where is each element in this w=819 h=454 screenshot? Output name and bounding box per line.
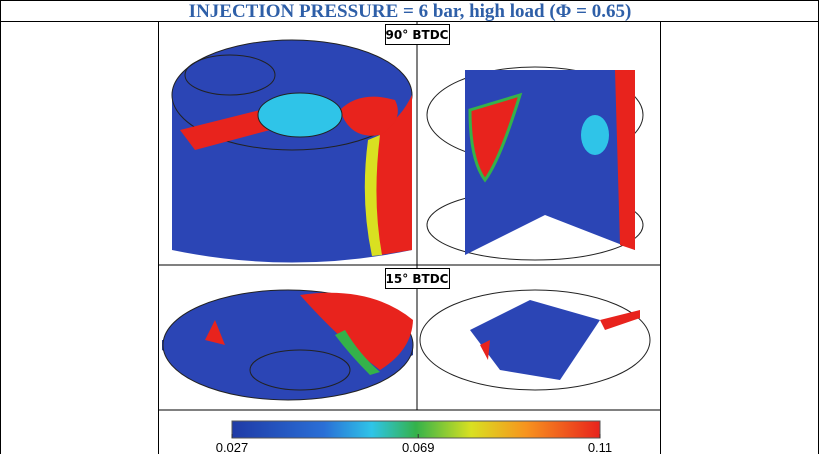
colorbar (232, 421, 600, 438)
page: INJECTION PRESSURE = 6 bar, high load (Φ… (0, 0, 819, 454)
title: INJECTION PRESSURE = 6 bar, high load (Φ… (189, 1, 632, 22)
simulation-image (162, 290, 413, 400)
colorbar-tick-label: 0.069 (402, 440, 435, 454)
panel-label: 90° BTDC (386, 28, 449, 42)
colorbar-tick-label: 0.027 (216, 440, 249, 454)
panel-label: 15° BTDC (386, 272, 449, 286)
colorbar-tick-label: 0.11 (588, 440, 612, 454)
simulation-image (172, 40, 412, 263)
